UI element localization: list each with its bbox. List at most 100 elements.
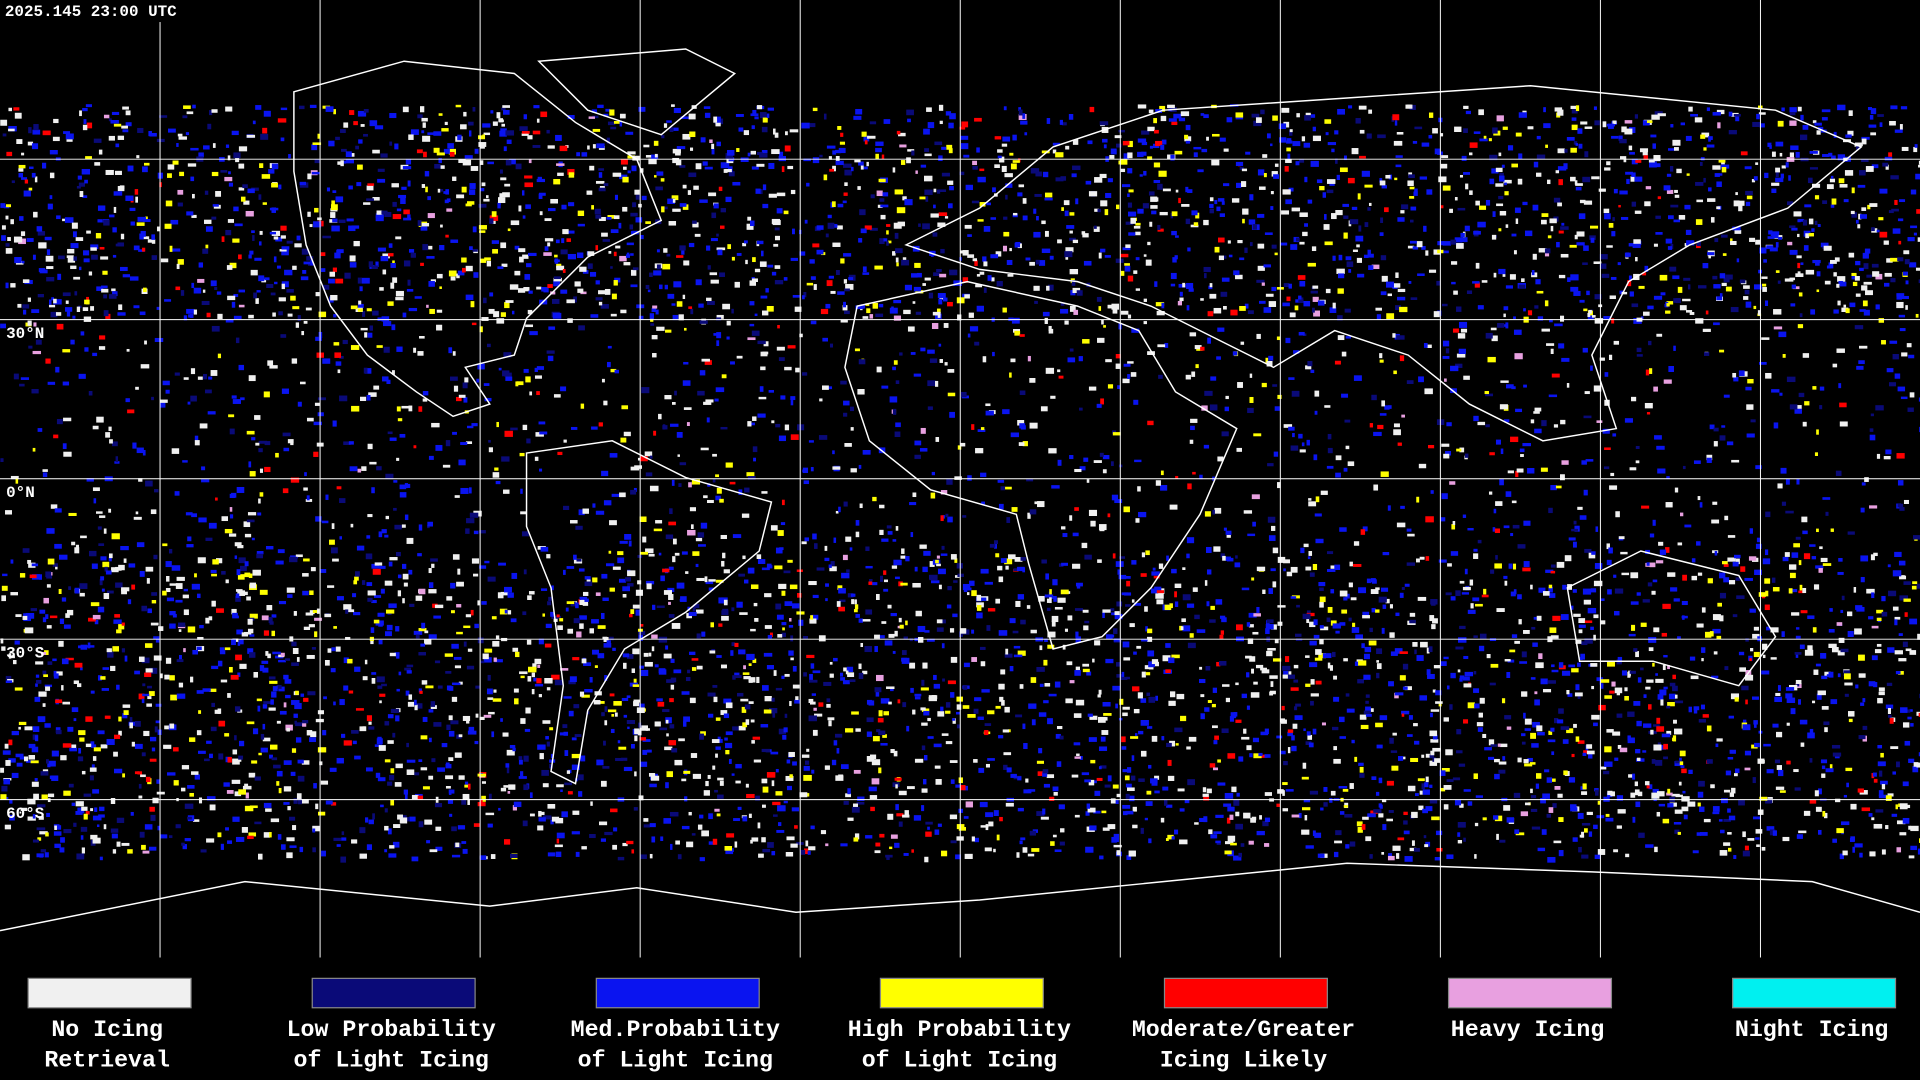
icing-pixel	[1643, 155, 1649, 160]
icing-pixel	[401, 186, 407, 190]
icing-pixel	[706, 297, 712, 301]
icing-pixel	[582, 508, 589, 514]
icing-pixel	[515, 163, 522, 170]
icing-pixel	[1553, 424, 1559, 428]
icing-pixel	[1289, 129, 1293, 136]
icing-pixel	[1073, 309, 1079, 315]
icing-pixel	[1357, 273, 1365, 278]
icing-pixel	[467, 201, 475, 205]
icing-pixel	[55, 671, 63, 676]
icing-pixel	[1902, 781, 1909, 787]
icing-pixel	[715, 474, 720, 478]
icing-pixel	[1550, 348, 1554, 354]
icing-pixel	[1571, 668, 1579, 673]
icing-pixel	[126, 348, 130, 352]
icing-pixel	[114, 170, 122, 175]
icing-pixel	[1496, 115, 1504, 122]
icing-pixel	[11, 655, 15, 659]
icing-pixel	[673, 127, 679, 131]
icing-pixel	[403, 217, 412, 221]
icing-pixel	[103, 294, 108, 299]
icing-pixel	[1745, 201, 1751, 207]
icing-pixel	[1723, 842, 1731, 846]
icing-pixel	[561, 811, 568, 818]
icing-pixel	[1891, 208, 1899, 212]
icing-pixel	[12, 660, 17, 665]
icing-pixel	[10, 283, 16, 288]
icing-pixel	[1283, 121, 1290, 128]
icing-pixel	[1548, 507, 1553, 514]
icing-pixel	[1744, 166, 1752, 170]
icing-pixel	[1719, 273, 1726, 279]
icing-pixel	[377, 178, 386, 183]
icing-pixel	[1057, 369, 1061, 373]
icing-pixel	[1557, 793, 1563, 798]
icing-pixel	[1043, 700, 1049, 704]
icing-pixel	[1639, 148, 1649, 153]
icing-pixel	[1305, 365, 1312, 370]
icing-pixel	[52, 136, 60, 142]
icing-pixel	[1111, 494, 1119, 501]
icing-pixel	[1185, 218, 1191, 225]
icing-pixel	[1060, 176, 1067, 181]
icing-pixel	[332, 218, 338, 223]
icing-pixel	[716, 247, 726, 251]
icing-pixel	[735, 114, 744, 117]
icing-pixel	[79, 110, 82, 117]
icing-pixel	[1584, 126, 1593, 129]
icing-pixel	[843, 501, 848, 507]
icing-pixel	[1135, 257, 1140, 261]
icing-pixel	[1335, 455, 1342, 461]
icing-pixel	[1233, 799, 1240, 806]
icing-pixel	[923, 550, 931, 556]
icing-pixel	[566, 230, 575, 234]
icing-pixel	[1224, 406, 1230, 412]
icing-pixel	[1761, 846, 1766, 851]
icing-pixel	[1667, 246, 1673, 250]
icing-pixel	[773, 243, 779, 247]
icing-pixel	[37, 294, 44, 298]
icing-pixel	[764, 593, 772, 598]
icing-pixel	[1533, 161, 1539, 168]
icing-pixel	[1401, 414, 1405, 418]
icing-pixel	[965, 801, 973, 808]
icing-pixel	[1670, 124, 1674, 128]
icing-pixel	[784, 145, 791, 152]
icing-pixel	[1167, 759, 1172, 766]
icing-pixel	[881, 385, 889, 389]
icing-pixel	[359, 827, 366, 834]
icing-pixel	[1268, 301, 1277, 307]
icing-pixel	[601, 378, 605, 383]
icing-pixel	[681, 551, 688, 555]
icing-pixel	[366, 535, 371, 539]
icing-pixel	[1155, 480, 1161, 486]
icing-pixel	[124, 655, 128, 662]
icing-pixel	[31, 143, 39, 150]
icing-pixel	[1812, 120, 1817, 124]
icing-pixel	[1665, 238, 1673, 244]
icing-pixel	[825, 303, 831, 309]
icing-pixel	[53, 118, 59, 124]
icing-pixel	[1878, 770, 1883, 777]
icing-pixel	[594, 665, 598, 668]
icing-pixel	[1754, 742, 1760, 748]
icing-pixel	[989, 543, 996, 548]
icing-pixel	[1861, 482, 1866, 486]
icing-pixel	[1777, 483, 1783, 489]
icing-pixel	[1088, 509, 1098, 516]
icing-pixel	[969, 580, 975, 586]
icing-pixel	[1131, 755, 1135, 762]
icing-pixel	[1879, 122, 1883, 127]
icing-pixel	[731, 308, 734, 314]
icing-pixel	[51, 297, 54, 301]
icing-pixel	[479, 160, 484, 165]
icing-pixel	[610, 126, 617, 130]
icing-pixel	[402, 166, 412, 170]
icing-pixel	[203, 145, 210, 150]
icing-pixel	[471, 423, 478, 427]
icing-pixel	[1247, 407, 1254, 414]
icing-pixel	[1061, 122, 1067, 126]
icing-pixel	[264, 277, 270, 281]
icing-pixel	[1461, 155, 1467, 161]
icing-pixel	[272, 312, 276, 317]
